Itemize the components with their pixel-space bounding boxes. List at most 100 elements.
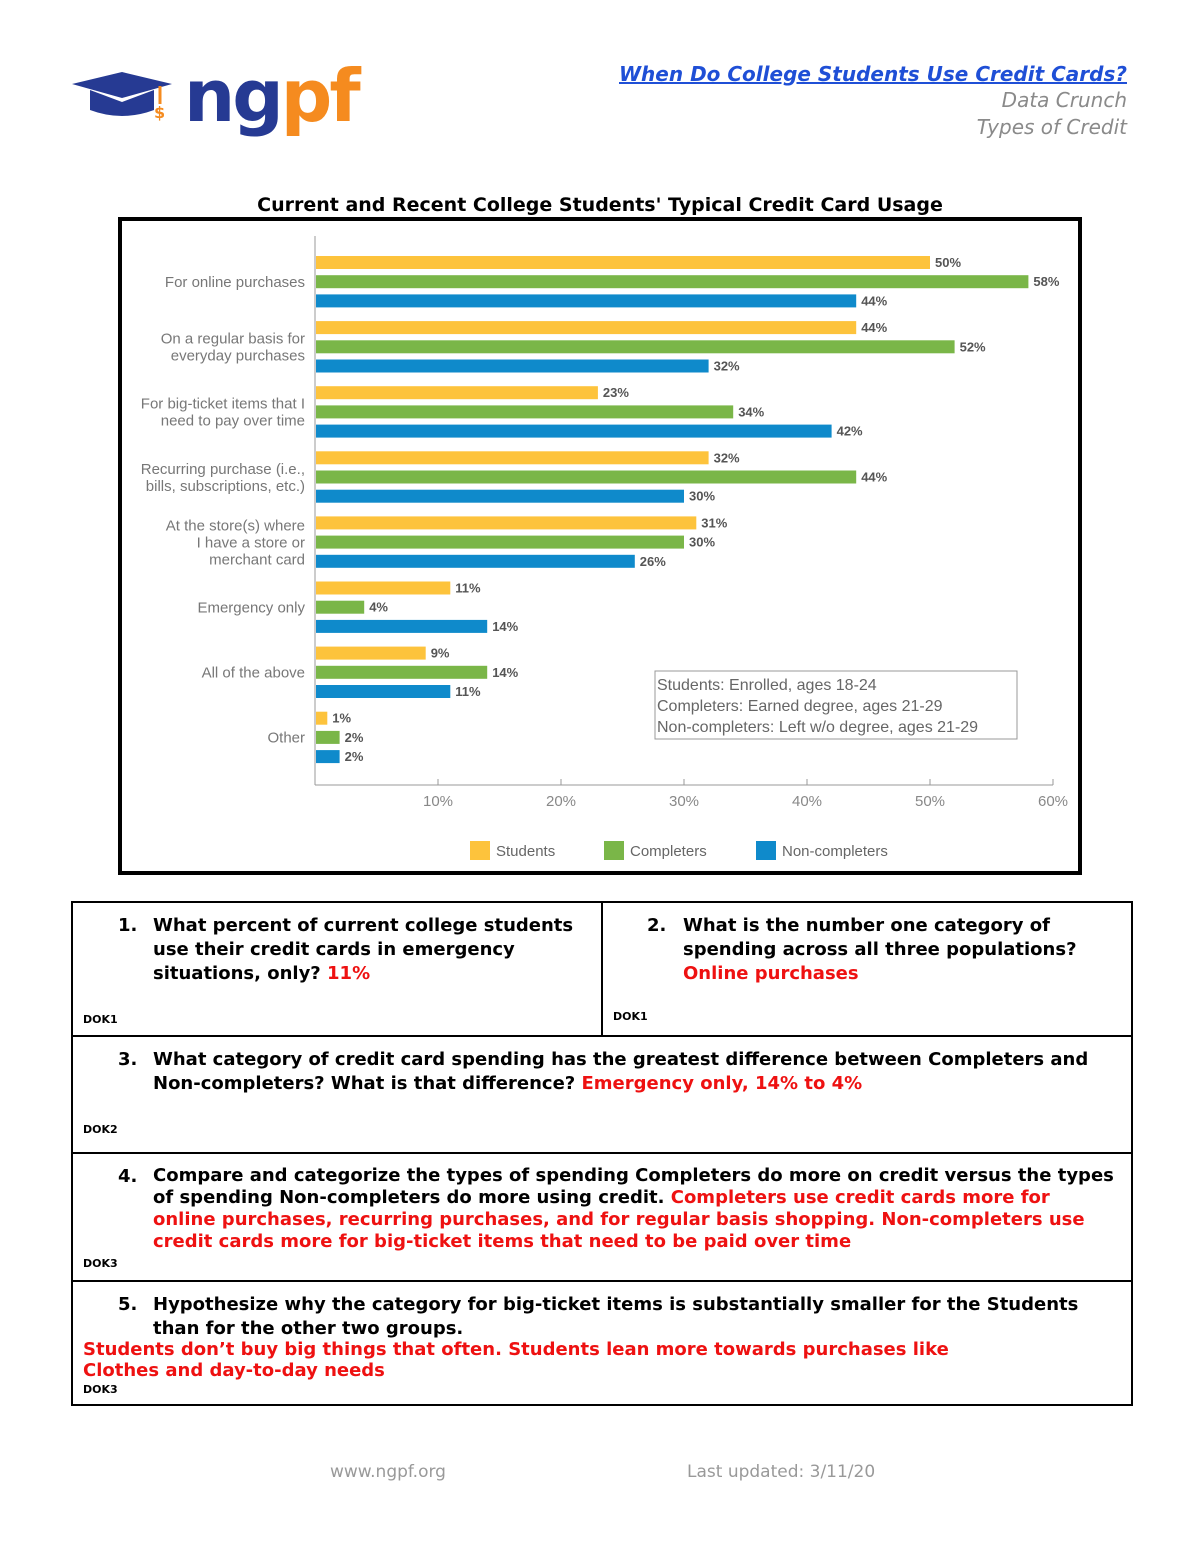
questions-table: 1. What percent of current college stude… xyxy=(71,901,1133,1406)
x-tick-label: 10% xyxy=(423,793,453,810)
data-label: 11% xyxy=(455,684,481,699)
category-label: everyday purchases xyxy=(171,348,305,365)
category-label: At the store(s) where xyxy=(166,517,305,534)
bar-students xyxy=(316,256,930,269)
answer-text: Students don’t buy big things that often… xyxy=(83,1339,949,1381)
question-2: What is the number one category of spend… xyxy=(683,914,1113,986)
data-label: 23% xyxy=(603,385,629,400)
x-tick-label: 40% xyxy=(792,793,822,810)
data-label: 44% xyxy=(861,470,887,485)
footer-website-link[interactable]: www.ngpf.org xyxy=(330,1462,446,1482)
legend-label: Completers xyxy=(630,843,707,860)
bar-completers xyxy=(316,275,1029,289)
x-tick-label: 20% xyxy=(546,793,576,810)
annotation-line: Non-completers: Left w/o degree, ages 21… xyxy=(657,719,978,736)
data-label: 32% xyxy=(714,450,740,465)
data-label: 44% xyxy=(861,293,887,308)
data-label: 2% xyxy=(345,749,364,764)
data-label: 9% xyxy=(431,646,450,661)
bar-students xyxy=(316,451,709,465)
data-label: 2% xyxy=(345,730,364,745)
annotation-line: Completers: Earned degree, ages 21-29 xyxy=(657,698,943,715)
bar-non-completers xyxy=(316,424,832,438)
bar-completers xyxy=(316,535,684,549)
category-label: I have a store or xyxy=(197,534,305,551)
bar-chart: 10% 20% 30% 40% 50% 60% 50% 58% 44% For online pu… xyxy=(141,236,1068,860)
svg-text:$: $ xyxy=(154,103,165,122)
annotation-box xyxy=(654,670,1018,740)
category-label: need to pay over time xyxy=(161,413,305,430)
data-label: 58% xyxy=(1033,274,1059,289)
bar-non-completers xyxy=(316,489,684,503)
data-label: 34% xyxy=(738,404,764,419)
bar-non-completers xyxy=(316,685,451,698)
bar-completers xyxy=(316,730,340,744)
dok-label: DOK3 xyxy=(83,1383,118,1396)
bar-non-completers xyxy=(316,619,488,633)
dok-label: DOK3 xyxy=(83,1257,118,1270)
chart-title: Current and Recent College Students' Typ… xyxy=(257,194,943,216)
question-row-1-2: 1. What percent of current college stude… xyxy=(73,903,1131,1035)
chart-frame xyxy=(118,217,1082,875)
dok-label: DOK1 xyxy=(613,1010,648,1023)
category-label: For big-ticket items that I xyxy=(141,396,305,413)
bar-completers xyxy=(316,340,955,354)
question-row-4: 4. Compare and categorize the types of s… xyxy=(73,1152,1131,1280)
logo-text: ngpf xyxy=(184,54,361,138)
question-4: Compare and categorize the types of spen… xyxy=(153,1165,1118,1253)
bar-students xyxy=(316,646,426,660)
category-label: merchant card xyxy=(209,551,305,568)
data-label: 52% xyxy=(960,339,986,354)
data-label: 44% xyxy=(861,320,887,335)
question-text: What percent of current college students… xyxy=(153,915,574,984)
legend-label: Non-completers xyxy=(782,843,888,860)
bar-students xyxy=(316,711,328,725)
category-label: Emergency only xyxy=(197,600,305,617)
bar-completers xyxy=(316,600,365,614)
bar-completers xyxy=(316,405,734,419)
footer-last-updated: Last updated: 3/11/20 xyxy=(687,1462,876,1482)
column-divider xyxy=(601,903,603,1035)
question-number: 2. xyxy=(647,915,667,936)
data-label: 26% xyxy=(640,554,666,569)
category-label: Other xyxy=(267,730,305,747)
dok-label: DOK2 xyxy=(83,1123,118,1136)
answer-text: Emergency only, 14% to 4% xyxy=(581,1073,863,1094)
bar-students xyxy=(316,386,598,400)
dok-label: DOK1 xyxy=(83,1013,118,1026)
bar-non-completers xyxy=(316,750,340,764)
question-number: 1. xyxy=(118,915,138,936)
bar-completers xyxy=(316,665,488,679)
data-label: 32% xyxy=(714,359,740,374)
category-label: All of the above xyxy=(202,665,305,682)
data-label: 4% xyxy=(369,600,388,615)
x-tick-label: 50% xyxy=(915,793,945,810)
x-tick-label: 60% xyxy=(1038,793,1068,810)
data-label: 50% xyxy=(935,255,961,270)
category-label: On a regular basis for xyxy=(161,331,305,348)
category-label: For online purchases xyxy=(165,274,305,291)
question-row-3: 3. What category of credit card spending… xyxy=(73,1035,1131,1152)
bar-students xyxy=(316,516,697,530)
bar-completers xyxy=(316,470,857,484)
question-number: 4. xyxy=(118,1166,138,1187)
answer-text: 11% xyxy=(327,963,371,984)
data-label: 30% xyxy=(689,535,715,550)
annotation-line: Students: Enrolled, ages 18-24 xyxy=(657,677,877,694)
legend-swatch xyxy=(604,841,624,860)
subtitle-data-crunch: Data Crunch xyxy=(1001,88,1127,112)
graduation-cap-icon: $ xyxy=(72,72,172,122)
question-row-5: 5. Hypothesize why the category for big-… xyxy=(73,1280,1131,1404)
data-label: 30% xyxy=(689,489,715,504)
worksheet-title-link[interactable]: When Do College Students Use Credit Card… xyxy=(619,62,1127,86)
legend-label: Students xyxy=(496,843,555,860)
question-1: What percent of current college students… xyxy=(153,914,593,986)
question-text: Compare and categorize the types of spen… xyxy=(153,1165,1114,1208)
ngpf-logo: $ ngpf xyxy=(72,54,361,142)
bar-students xyxy=(316,581,451,595)
category-label: Recurring purchase (i.e., xyxy=(141,461,305,478)
category-label: bills, subscriptions, etc.) xyxy=(146,478,305,495)
bar-non-completers xyxy=(316,294,857,308)
answer-text: Online purchases xyxy=(683,963,859,984)
question-5: Hypothesize why the category for big-tic… xyxy=(153,1294,1079,1339)
